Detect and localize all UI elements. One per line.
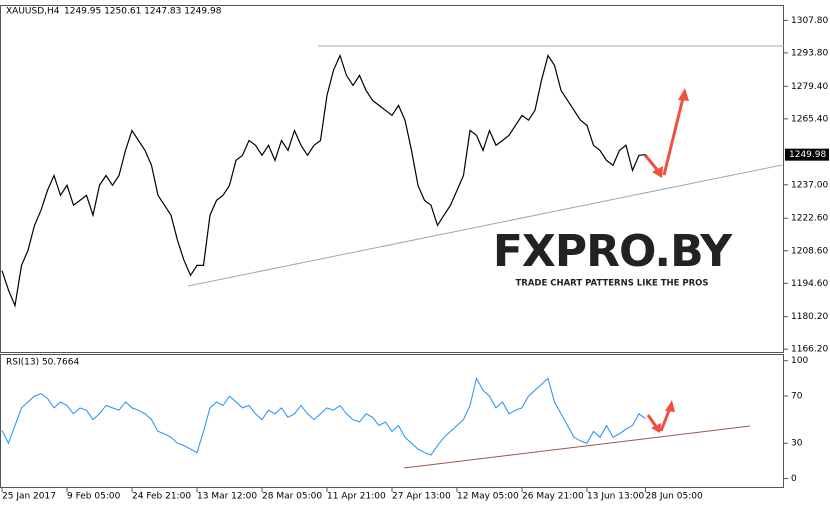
price-panel — [0, 5, 784, 353]
y-tick-label: 1222.60 — [791, 214, 828, 224]
x-tick-label: 11 Apr 21:00 — [327, 492, 386, 502]
x-tick-label: 12 May 05:00 — [457, 492, 519, 502]
y-tick-label: 1265.40 — [791, 114, 828, 124]
y-tick-label: 70 — [791, 392, 803, 402]
forecast-arrows — [643, 88, 689, 433]
last-price-tag — [785, 148, 829, 161]
y-tick-label: 1237.00 — [791, 180, 828, 190]
support-trendline — [187, 164, 783, 287]
y-tick-label: 1194.60 — [791, 279, 828, 289]
y-tick-label: 0 — [791, 474, 797, 484]
ohlc-readout: 1249.95 1250.61 1247.83 1249.98 — [64, 7, 222, 17]
x-tick-label: 13 Jun 13:00 — [587, 492, 644, 502]
x-tick-label: 24 Feb 21:00 — [132, 492, 191, 502]
y-tick-label: 1293.80 — [791, 48, 828, 58]
rsi-panel — [0, 354, 784, 488]
price-line — [1, 377, 646, 456]
watermark-logo: FXPRO.BY — [493, 226, 733, 277]
y-tick-label: 1279.40 — [791, 82, 828, 92]
last-price-label: 1249.98 — [789, 150, 826, 160]
x-tick-label: 13 Mar 12:00 — [197, 492, 257, 502]
y-tick-label: 1166.20 — [791, 345, 828, 355]
price-line — [1, 53, 646, 308]
watermark-tagline: TRADE CHART PATTERNS LIKE THE PROS — [515, 279, 708, 289]
x-tick-label: 26 May 21:00 — [522, 492, 584, 502]
y-tick-label: 1307.80 — [791, 16, 828, 26]
x-tick-label: 9 Feb 05:00 — [67, 492, 121, 502]
y-tick-label: 1180.20 — [791, 312, 828, 322]
x-tick-label: 28 Jun 05:00 — [646, 492, 703, 502]
y-tick-label: 30 — [791, 439, 803, 449]
rsi-title: RSI(13) 50.7664 — [6, 358, 79, 368]
x-tick-label: 25 Jan 2017 — [2, 492, 56, 502]
symbol-title: XAUUSD,H4 — [6, 7, 60, 17]
rsi-trendline — [403, 425, 751, 469]
x-tick-label: 27 Apr 13:00 — [392, 492, 451, 502]
y-tick-label: 100 — [791, 356, 808, 366]
y-tick-label: 1208.60 — [791, 246, 828, 256]
watermark: FXPRO.BY TRADE CHART PATTERNS LIKE THE P… — [493, 226, 734, 289]
x-tick-label: 28 Mar 05:00 — [262, 492, 322, 502]
